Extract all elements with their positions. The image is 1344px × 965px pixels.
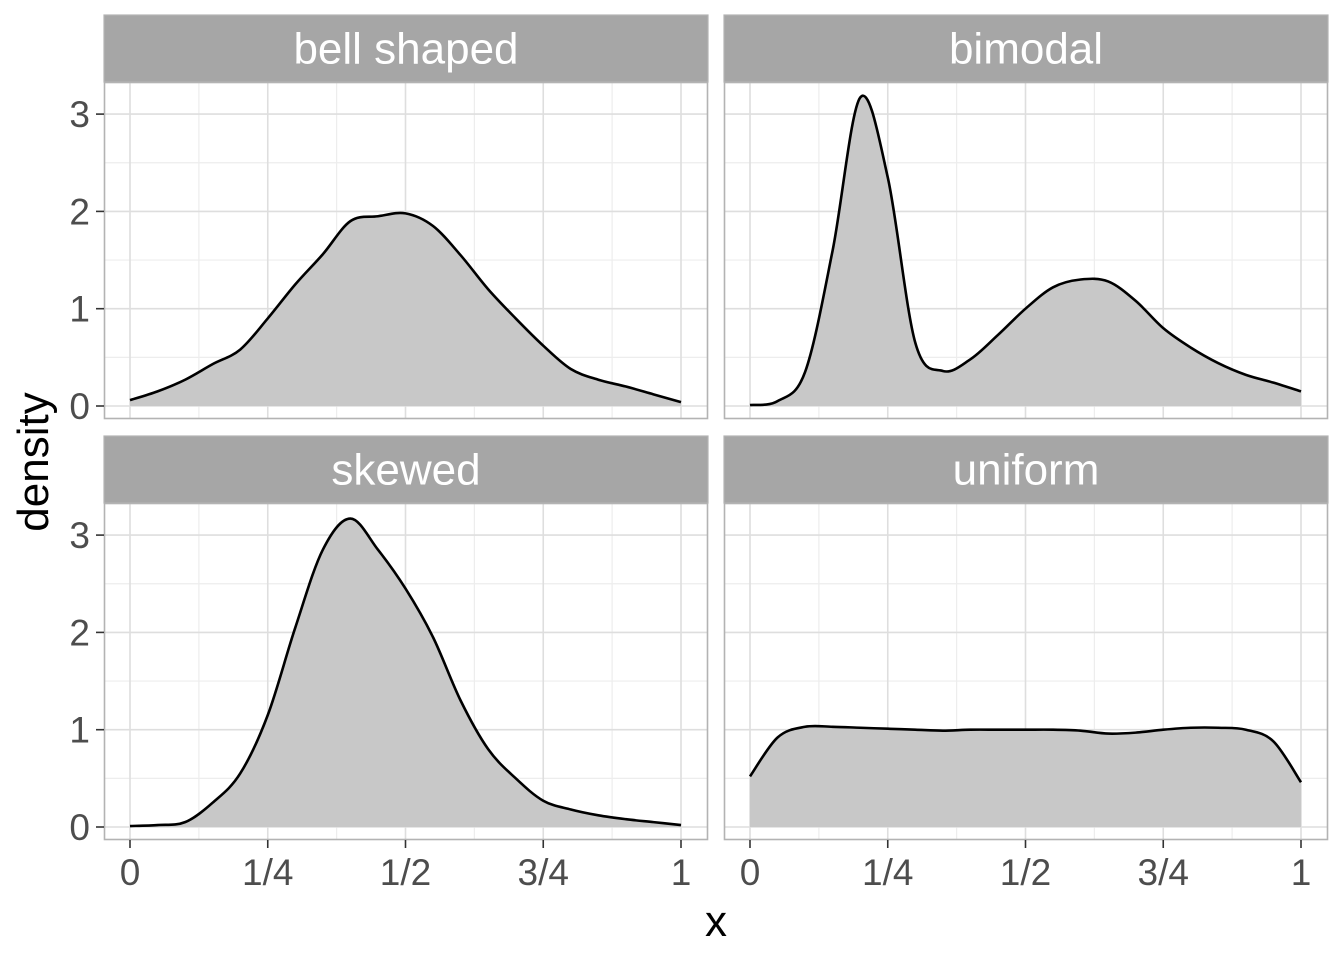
strip-bell-shaped xyxy=(103,14,709,83)
marks-layer xyxy=(129,94,1303,828)
strip-label-bimodal: bimodal xyxy=(949,25,1103,74)
y-tick-label: 1 xyxy=(69,289,90,330)
x-axis-title: x xyxy=(705,897,727,946)
x-tick-label: 3/4 xyxy=(518,852,569,893)
density-line-bell-shaped xyxy=(129,211,682,404)
x-tick-label: 0 xyxy=(120,852,141,893)
strip-uniform xyxy=(723,435,1329,504)
density-area-uniform xyxy=(750,725,1301,827)
ticks-layer: 0 1 2 3 0 1 2 3 0 1/4 1/2 3/4 1 0 1/4 1/2 3/4 1 xyxy=(69,94,1311,893)
strip-label-skewed: skewed xyxy=(331,446,480,495)
density-area-skewed xyxy=(130,518,681,827)
y-tick-label: 2 xyxy=(69,191,90,232)
x-tick-label: 1/2 xyxy=(380,852,431,893)
x-tick-label: 0 xyxy=(740,852,761,893)
y-tick-label: 1 xyxy=(69,710,90,751)
density-line-bimodal xyxy=(749,94,1302,407)
x-tick-label: 1 xyxy=(671,852,692,893)
y-axis-title: density xyxy=(9,392,58,531)
x-tick-label: 1/4 xyxy=(242,852,293,893)
density-area-bell-shaped xyxy=(130,212,681,406)
strip-skewed xyxy=(103,435,709,504)
y-tick-label: 0 xyxy=(69,386,90,427)
strips-layer: bell shaped bimodal skewed uniform xyxy=(103,14,1329,504)
y-tick-label: 3 xyxy=(69,94,90,135)
strip-bimodal xyxy=(723,14,1329,83)
y-tick-label: 3 xyxy=(69,515,90,556)
x-tick-label: 1/2 xyxy=(1000,852,1051,893)
y-tick-label: 0 xyxy=(69,807,90,848)
x-tick-label: 1 xyxy=(1291,852,1312,893)
x-tick-label: 3/4 xyxy=(1138,852,1189,893)
density-line-uniform xyxy=(748,724,1303,783)
density-line-skewed xyxy=(129,517,682,828)
y-tick-label: 2 xyxy=(69,612,90,653)
strip-label-bell-shaped: bell shaped xyxy=(293,25,518,74)
x-tick-label: 1/4 xyxy=(862,852,913,893)
strip-label-uniform: uniform xyxy=(953,446,1100,495)
